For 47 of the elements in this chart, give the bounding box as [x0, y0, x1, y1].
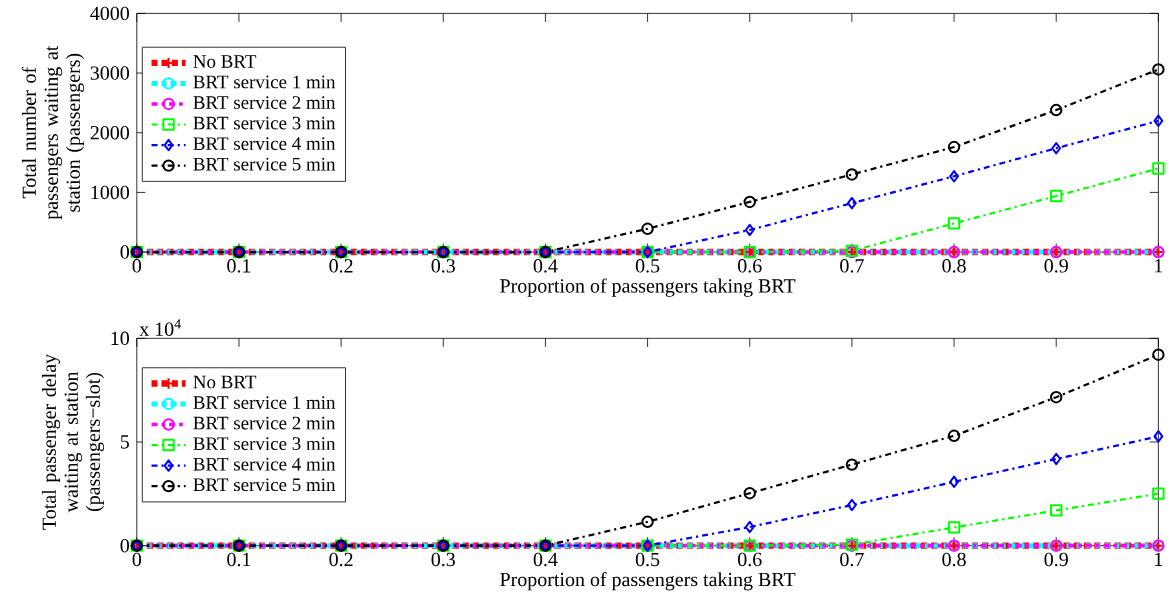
x-tick-label: 0.7 [840, 259, 864, 273]
x-axis-title: Proportion of passengers taking BRT [500, 572, 796, 591]
y-axis-title: Total passenger delay waiting at station (passengers−slot) [41, 354, 105, 530]
y-tick-label: 4000 [90, 6, 130, 21]
x-tick-label: 0.3 [431, 259, 455, 273]
y-tick-label: 5 [120, 435, 129, 449]
x-tick-label: 1 [1155, 259, 1163, 273]
x-tick-label: 0.9 [1044, 552, 1068, 567]
x-tick-label: 0.5 [635, 552, 660, 567]
legend-label: BRT service 4 min [193, 137, 336, 151]
legend-label: BRT service 3 min [193, 116, 336, 130]
x-tick-label: 0 [132, 259, 142, 273]
y-tick-label: 0 [120, 245, 130, 260]
y-tick-label: 2000 [90, 126, 130, 140]
y-tick-label: 3000 [90, 66, 130, 81]
legend-label: No BRT [193, 375, 257, 389]
x-tick-label: 0.9 [1044, 259, 1068, 273]
legend-label: BRT service 1 min [193, 396, 336, 410]
legend-label: BRT service 5 min [193, 158, 336, 171]
legend-label: No BRT [193, 55, 257, 69]
x-tick-label: 1 [1155, 552, 1163, 567]
legend-label: BRT service 4 min [193, 458, 336, 471]
x-tick-label: 0.4 [533, 552, 558, 567]
x-tick-label: 0.8 [942, 259, 966, 273]
y-tick-label: 1000 [91, 185, 130, 200]
text: x 10$^{4}$ [139, 319, 181, 337]
x-tick-label: 0.2 [329, 259, 353, 273]
x-tick-label: 0.2 [329, 552, 353, 567]
x-tick-label: 0.6 [738, 259, 762, 273]
x-tick-label: 0.4 [533, 259, 558, 273]
x-tick-label: 0.8 [942, 552, 966, 567]
y-tick-label: 10 [111, 331, 130, 346]
x-tick-label: 0.6 [738, 552, 762, 567]
y-tick-label: 0 [120, 539, 130, 553]
x-axis-title: Proportion of passengers taking BRT [500, 278, 796, 298]
legend-label: BRT service 1 min [193, 75, 336, 89]
legend-label: BRT service 3 min [193, 437, 336, 451]
x-tick-label: 0.1 [227, 259, 251, 273]
legend-label: BRT service 5 min [193, 478, 336, 492]
legend-label: BRT service 2 min [193, 96, 336, 110]
x-tick-label: 0.5 [635, 259, 660, 273]
x-tick-label: 0.7 [840, 552, 864, 567]
x-tick-label: 0 [132, 552, 142, 567]
y-axis-title: Total number of passengers waiting at station (passengers) [21, 45, 85, 220]
x-tick-label: 0.1 [227, 552, 251, 567]
x-tick-label: 0.3 [431, 552, 455, 567]
legend-label: BRT service 2 min [193, 416, 336, 430]
